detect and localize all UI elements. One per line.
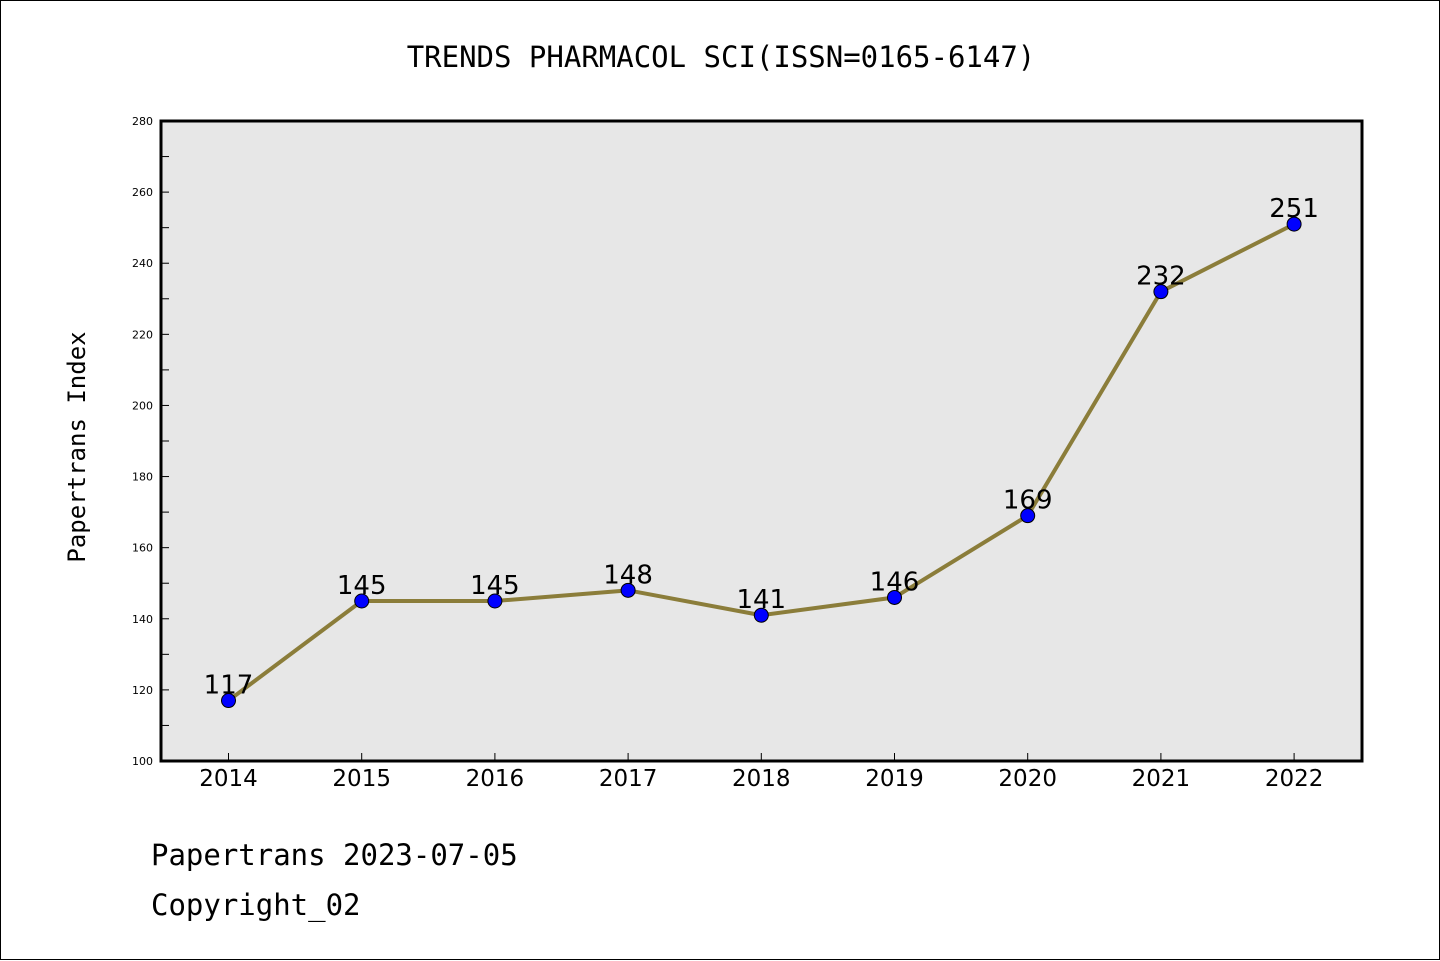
data-label-2014: 117	[204, 671, 254, 701]
data-label-2021: 232	[1136, 262, 1186, 292]
footer-copyright: Copyright_02	[151, 888, 361, 923]
y-tick-label: 260	[132, 186, 153, 199]
y-tick-label: 220	[132, 328, 153, 341]
y-tick-label: 240	[132, 257, 153, 270]
data-point-2015	[354, 593, 370, 609]
y-tick-label: 120	[132, 684, 153, 697]
data-point-2014	[221, 693, 236, 709]
data-label-2016: 145	[470, 571, 520, 601]
data-label-2017: 148	[603, 560, 653, 590]
y-axis-label: Papertrans Index	[63, 331, 91, 562]
data-label-2018: 141	[736, 585, 786, 615]
x-tick-label: 2022	[1265, 766, 1324, 792]
y-tick-label: 100	[132, 755, 153, 768]
x-tick-label: 2021	[1132, 766, 1191, 792]
x-tick-label: 2016	[466, 766, 525, 792]
footer-date: Papertrans 2023-07-05	[151, 838, 518, 872]
series-markers	[221, 216, 1302, 709]
y-axis-ticks: 100 120 140 160 180 200 220 240 260 280	[132, 115, 169, 768]
data-point-2019	[887, 589, 902, 605]
x-tick-label: 2018	[732, 766, 791, 792]
data-point-2021	[1153, 284, 1169, 300]
y-tick-label: 180	[132, 471, 153, 484]
data-point-2016	[487, 593, 503, 609]
y-tick-label: 200	[132, 399, 153, 412]
chart-title: TRENDS PHARMACOL SCI(ISSN=0165-6147)	[407, 40, 1036, 74]
data-label-2022: 251	[1269, 194, 1319, 224]
x-tick-label: 2020	[998, 766, 1057, 792]
data-point-2018	[753, 607, 769, 623]
x-tick-label: 2014	[199, 766, 258, 792]
y-tick-label: 160	[132, 542, 153, 555]
data-label-2019: 146	[870, 567, 920, 597]
y-tick-label: 140	[132, 613, 153, 626]
data-point-2020	[1020, 508, 1036, 524]
data-label-2020: 169	[1003, 486, 1053, 516]
x-tick-label: 2017	[599, 766, 658, 792]
data-labels: 117 145 145 148 141 146 169 232 251	[204, 194, 1319, 700]
x-tick-label: 2019	[865, 766, 924, 792]
data-point-2022	[1286, 216, 1302, 232]
x-axis-ticks: 2014 2015 2016 2017 2018 2019 2020 2021 2022	[199, 753, 1323, 792]
data-point-2017	[620, 582, 636, 598]
y-tick-label: 280	[132, 115, 153, 128]
plot-area	[159, 119, 1364, 763]
data-label-2015: 145	[337, 571, 387, 601]
x-tick-label: 2015	[332, 766, 391, 792]
